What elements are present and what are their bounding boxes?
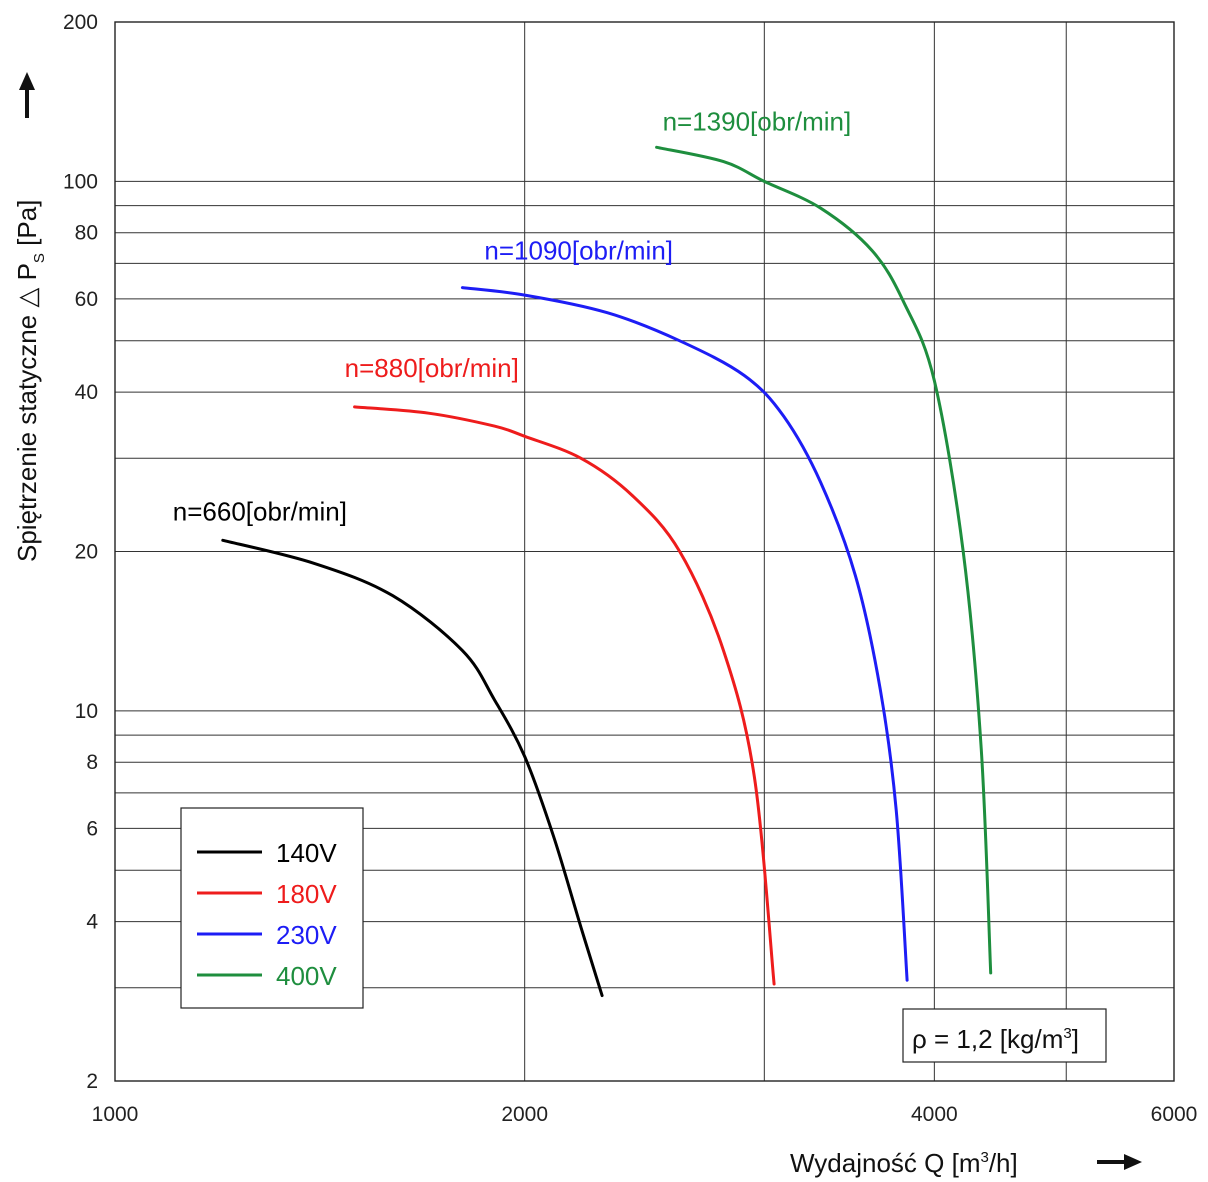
curve-layer xyxy=(221,145,993,998)
y-tick-label: 40 xyxy=(75,381,98,404)
y-tick-label: 200 xyxy=(63,11,98,34)
density-box xyxy=(902,1008,1107,1063)
x-axis-arrow-icon xyxy=(1097,1154,1142,1170)
legend-label-140V: 140V xyxy=(276,838,337,868)
x-tick-label: 2000 xyxy=(501,1103,548,1126)
tick-labels: 2 4 6 8 10 20 40 60 80 100 200 1000 2000 4000 6000 xyxy=(63,11,1197,1126)
y-axis-title: Spiętrzenie statyczne △ PS [Pa] xyxy=(12,200,48,562)
curve-label-400V: n=1390[obr/min] xyxy=(663,106,852,136)
y-tick-label: 10 xyxy=(75,700,98,723)
legend-label-400V: 400V xyxy=(276,961,337,991)
y-tick-label: 4 xyxy=(86,911,98,934)
series-line-230V xyxy=(460,286,909,982)
y-tick-label: 60 xyxy=(75,288,98,311)
legend-label-180V: 180V xyxy=(276,879,337,909)
y-axis-arrow-icon xyxy=(19,72,35,118)
x-axis-title-group: Wydajność Q [m3/h] xyxy=(790,1148,1142,1178)
legend: 140V 180V 230V 400V xyxy=(180,807,364,1009)
y-tick-label: 80 xyxy=(75,222,98,245)
y-tick-label: 100 xyxy=(63,170,98,193)
density-label: ρ = 1,2 [kg/m3] xyxy=(912,1024,1079,1054)
y-tick-label: 8 xyxy=(86,751,98,774)
curve-label-140V: n=660[obr/min] xyxy=(173,496,347,526)
curve-label-230V: n=1090[obr/min] xyxy=(484,236,673,266)
y-tick-label: 2 xyxy=(86,1070,98,1093)
x-tick-label: 4000 xyxy=(911,1103,958,1126)
x-axis-title: Wydajność Q [m3/h] xyxy=(790,1148,1018,1178)
y-tick-label: 20 xyxy=(75,541,98,564)
series-line-400V xyxy=(655,145,993,975)
plot-frame xyxy=(114,21,1175,1082)
x-tick-label: 6000 xyxy=(1151,1103,1198,1126)
x-tick-label: 1000 xyxy=(92,1103,139,1126)
series-line-180V xyxy=(353,405,776,986)
density-annotation: ρ = 1,2 [kg/m3] xyxy=(902,1008,1107,1063)
curve-labels: n=660[obr/min] n=880[obr/min] n=1090[obr/m… xyxy=(173,106,851,526)
series-line-140V xyxy=(221,538,604,998)
y-tick-label: 6 xyxy=(86,817,98,840)
curve-label-180V: n=880[obr/min] xyxy=(345,353,519,383)
y-axis-title-group: Spiętrzenie statyczne △ PS [Pa] xyxy=(12,72,48,562)
legend-label-230V: 230V xyxy=(276,920,337,950)
